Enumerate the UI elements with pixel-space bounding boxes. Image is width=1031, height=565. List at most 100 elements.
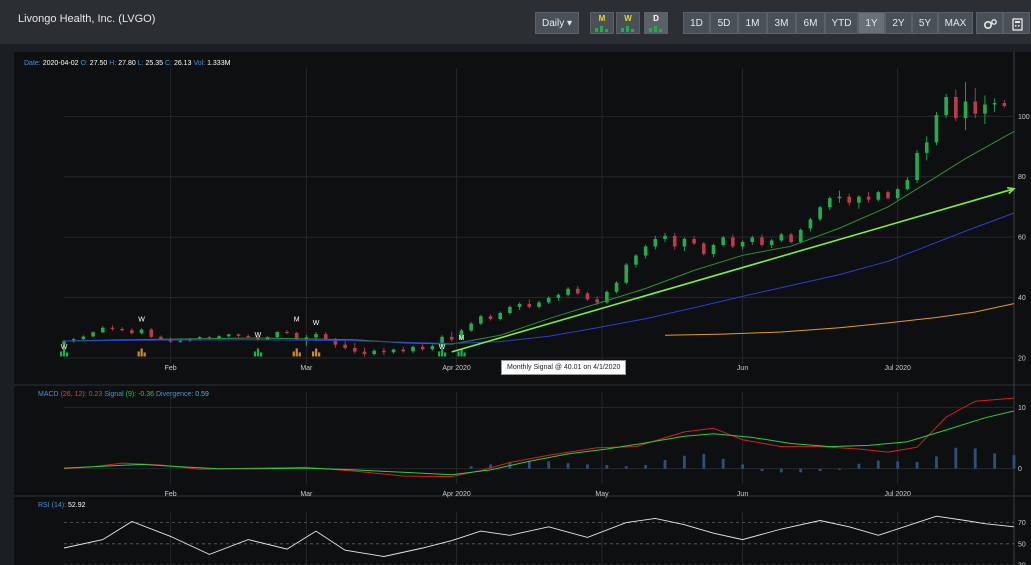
gears-button[interactable] xyxy=(976,12,1003,34)
signal-annotation-label: W xyxy=(138,317,145,324)
candle-body xyxy=(275,331,280,338)
signal-marker-bar xyxy=(259,352,263,357)
signal-marker-bar xyxy=(292,351,295,357)
x-tick-label: Apr 2020 xyxy=(442,365,471,372)
candle-body xyxy=(323,334,328,340)
candle-body xyxy=(585,293,590,300)
candle-body xyxy=(372,350,377,355)
x-tick-label: Jun xyxy=(737,365,748,372)
signal-value: -0.36 xyxy=(138,391,155,398)
open-label: O: xyxy=(80,60,88,67)
signal-marker-bar xyxy=(438,351,441,357)
macd-line xyxy=(63,397,1015,478)
calculator-button[interactable] xyxy=(1003,12,1030,34)
candle-body xyxy=(178,340,183,342)
range-2y-button[interactable]: 2Y xyxy=(885,12,912,34)
high-label: H: xyxy=(109,60,117,67)
candle-body xyxy=(828,198,832,208)
candle-body xyxy=(459,330,464,340)
candle-body xyxy=(498,312,503,319)
y-tick-label: 30 xyxy=(1018,563,1026,565)
candle-body xyxy=(808,219,813,229)
x-tick-label: Mar xyxy=(300,491,313,498)
date-label: Date: xyxy=(24,60,41,67)
signal-annotation-label: W xyxy=(313,320,320,327)
candle-body xyxy=(963,101,968,119)
x-tick-label: May xyxy=(595,491,609,498)
range-1d-button[interactable]: 1D xyxy=(683,12,710,34)
y-tick-label: 50 xyxy=(1018,541,1026,548)
candle-body xyxy=(983,104,987,114)
macd-histogram-bar xyxy=(915,461,919,469)
candle-body xyxy=(847,196,852,203)
macd-histogram-bar xyxy=(605,464,609,469)
candle-body xyxy=(294,332,299,340)
candle-body xyxy=(973,101,978,114)
divergence-value: 0.59 xyxy=(195,391,209,398)
signal-annotation-label: M xyxy=(294,317,300,324)
candle-body xyxy=(750,237,755,242)
candle-body xyxy=(575,288,580,294)
macd-histogram-bar xyxy=(683,455,686,469)
candle-body xyxy=(304,337,309,340)
candle-body xyxy=(62,341,66,345)
gears-icon xyxy=(984,19,997,30)
interval-dropdown[interactable]: Daily ▾ xyxy=(535,12,579,34)
signal-marker-bar xyxy=(137,351,140,357)
range-5y-button[interactable]: 5Y xyxy=(912,12,938,34)
candle-body xyxy=(605,291,609,303)
candle-body xyxy=(866,196,871,200)
macd-histogram-bar xyxy=(896,461,900,469)
signal-marker-bar xyxy=(444,352,447,357)
date-value: 2020-04-02 xyxy=(42,60,79,67)
candle-body xyxy=(236,334,241,336)
trend-arrow-head xyxy=(1006,186,1016,195)
candle-body xyxy=(905,180,910,190)
trend-line xyxy=(451,188,1015,353)
macd-histogram-bar xyxy=(644,464,648,469)
candle-body xyxy=(246,335,250,338)
daily-signal-button[interactable]: D xyxy=(644,12,668,34)
range-1y-button[interactable]: 1Y xyxy=(858,12,885,34)
signal-tooltip: Monthly Signal @ 40.01 on 4/1/2020 xyxy=(501,360,627,375)
candle-body xyxy=(934,115,939,143)
candle-body xyxy=(440,336,444,347)
signal-marker-bar xyxy=(463,352,466,357)
macd-histogram-bar xyxy=(857,463,861,469)
candle-body xyxy=(682,238,687,247)
range-6m-button[interactable]: 6M xyxy=(796,12,825,34)
range-max-button[interactable]: MAX xyxy=(938,12,973,34)
ohlc-readout: Date: 2020-04-02 O: 27.50 H: 27.80 L: 25… xyxy=(24,60,230,67)
candle-body xyxy=(449,336,454,340)
range-ytd-button[interactable]: YTD xyxy=(825,12,858,34)
candle-body xyxy=(546,297,551,303)
calculator-icon xyxy=(1012,18,1023,31)
signal-marker-bar xyxy=(457,351,460,357)
signal-marker-bar xyxy=(318,352,321,357)
range-1m-button[interactable]: 1M xyxy=(738,12,767,34)
candle-body xyxy=(566,288,570,295)
candle-body xyxy=(130,330,134,334)
ma-long-line xyxy=(664,303,1015,336)
close-label: C: xyxy=(165,60,172,67)
rsi-value: 52.92 xyxy=(67,502,86,509)
y-tick-label: 70 xyxy=(1018,520,1026,527)
signal-label: Signal xyxy=(104,391,124,398)
candle-body xyxy=(944,96,948,116)
candle-body xyxy=(527,303,532,307)
macd-histogram-bar xyxy=(876,460,880,469)
macd-histogram-bar xyxy=(702,453,706,469)
candle-body xyxy=(614,282,619,292)
candle-body xyxy=(789,234,793,242)
ma-short-line xyxy=(63,130,1015,345)
range-3m-button[interactable]: 3M xyxy=(767,12,796,34)
candle-body xyxy=(653,238,658,247)
candle-body xyxy=(537,302,541,307)
candle-body xyxy=(672,235,677,247)
weekly-signal-button[interactable]: W xyxy=(616,12,640,34)
range-5d-button[interactable]: 5D xyxy=(710,12,738,34)
monthly-signal-button[interactable]: M xyxy=(590,12,614,34)
candle-body xyxy=(382,350,386,353)
